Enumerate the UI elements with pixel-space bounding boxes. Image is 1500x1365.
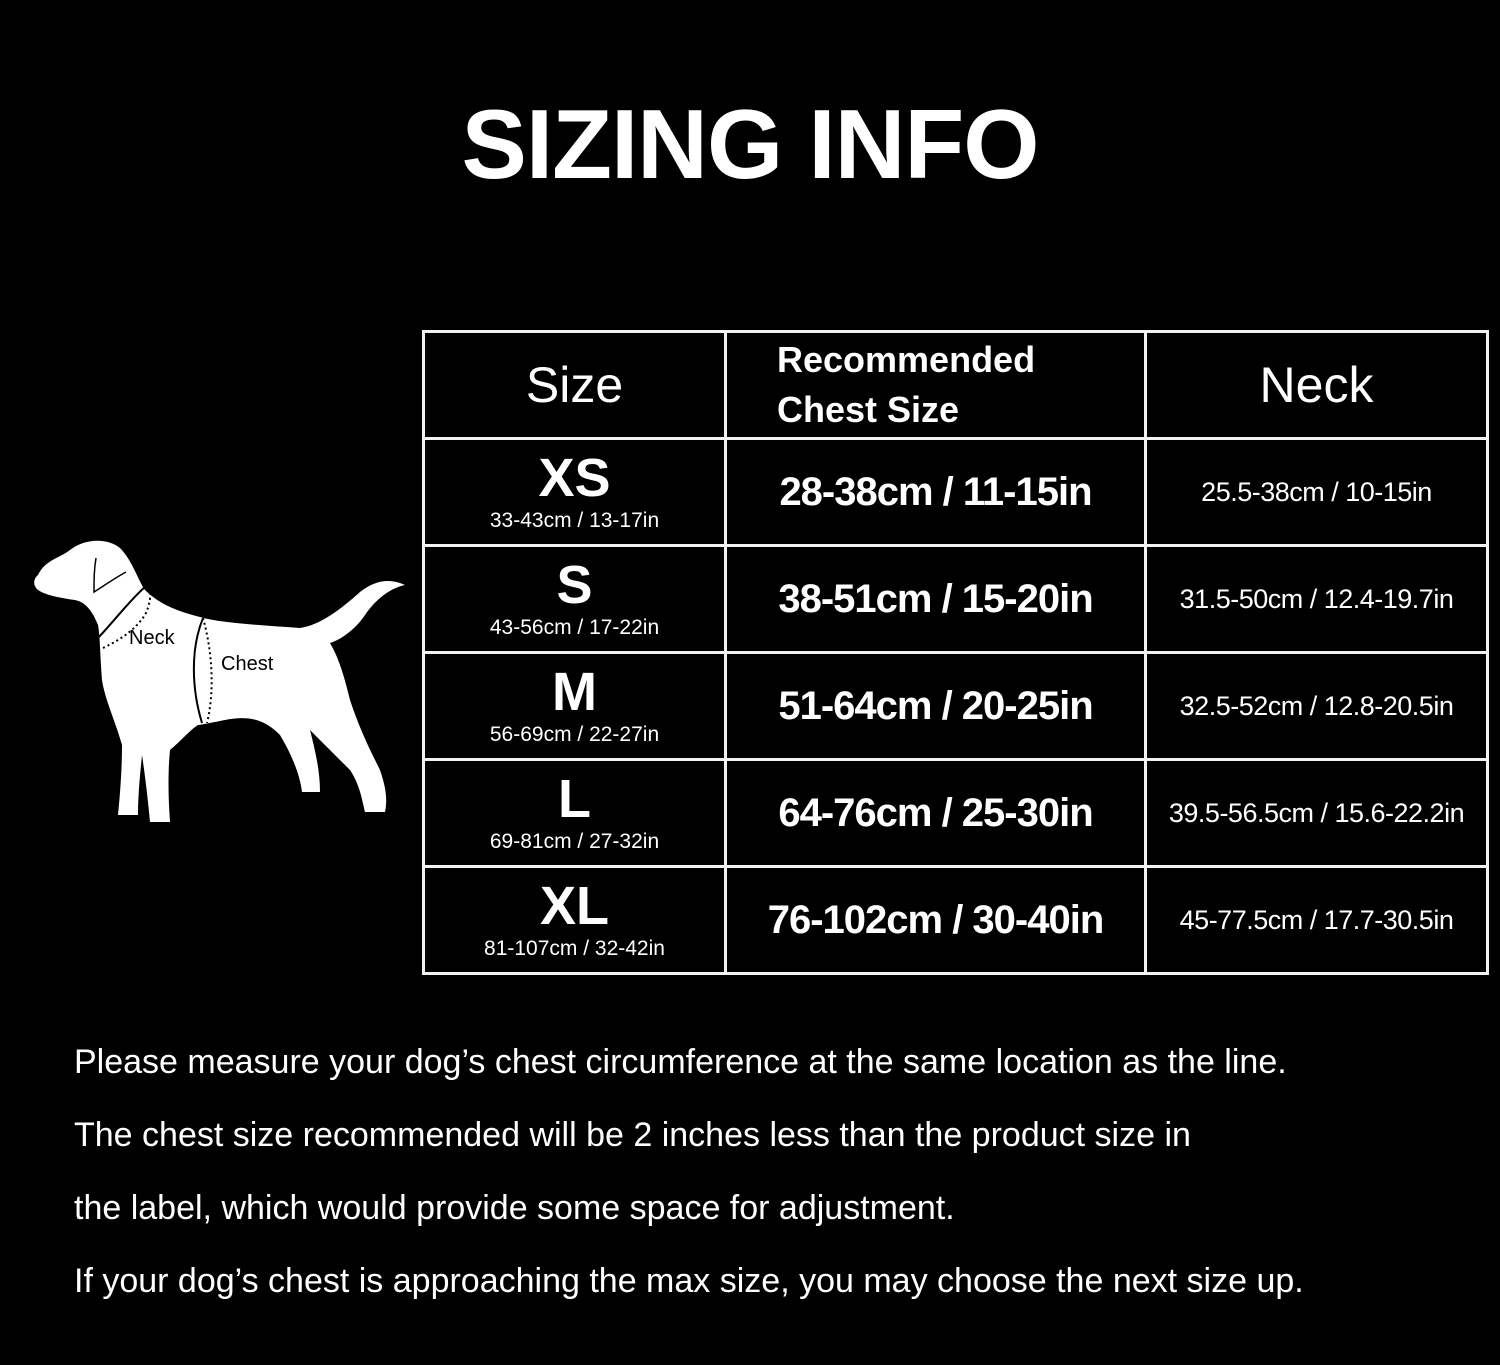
note-line: The chest size recommended will be 2 inc… [74,1116,1191,1154]
chest-size: 38-51cm / 15-20in [724,544,1147,654]
neck-size: 32.5-52cm / 12.8-20.5in [1144,651,1489,761]
neck-label: Neck [129,627,176,649]
product-size: 43-56cm / 17-22in [489,616,660,639]
size-label: L [558,769,591,829]
note-line: the label, which would provide some spac… [74,1189,955,1227]
page-title: SIZING INFO [461,89,1040,199]
chest-size: 64-76cm / 25-30in [724,758,1147,868]
sizing-notes: Please measure your dog’s chest circumfe… [74,1040,1304,1332]
dog-measurement-diagram: Neck Chest [34,540,405,822]
neck-size: 31.5-50cm / 12.4-19.7in [1144,544,1489,654]
table-row: S 43-56cm / 17-22in 38-51cm / 15-20in 31.… [422,544,1489,654]
chest-size: 28-38cm / 11-15in [724,437,1147,547]
neck-line-icon [97,586,146,639]
table-header-row: Size Recommended Chest Size Neck [422,330,1489,440]
product-size: 69-81cm / 27-32in [489,830,660,853]
table-row: M 56-69cm / 22-27in 51-64cm / 20-25in 32.… [422,651,1489,761]
neck-dotted-line-icon [102,587,152,649]
chest-size: 76-102cm / 30-40in [724,865,1147,975]
size-label: XL [539,876,609,936]
chest-label: Chest [221,653,274,675]
chest-size: 51-64cm / 20-25in [724,651,1147,761]
product-size: 33-43cm / 13-17in [489,509,660,532]
product-size: 56-69cm / 22-27in [489,723,660,746]
header-size: Size [422,330,727,440]
header-chest-line2: Chest Size [777,389,960,430]
table-row: L 69-81cm / 27-32in 64-76cm / 25-30in 39.… [422,758,1489,868]
header-neck: Neck [1144,330,1489,440]
header-chest-line1: Recommended [777,339,1036,380]
note-line: If your dog’s chest is approaching the m… [74,1262,1304,1300]
table-row: XS 33-43cm / 13-17in 28-38cm / 11-15in 25… [422,437,1489,547]
header-chest: Recommended Chest Size [724,330,1147,440]
chest-line-icon [192,617,204,724]
sizing-table: Size Recommended Chest Size Neck XS 33-43… [422,330,1489,975]
table-row: XL 81-107cm / 32-42in 76-102cm / 30-40in … [422,865,1489,975]
note-line: Please measure your dog’s chest circumfe… [74,1043,1287,1081]
neck-size: 39.5-56.5cm / 15.6-22.2in [1144,758,1489,868]
neck-size: 45-77.5cm / 17.7-30.5in [1144,865,1489,975]
size-label: M [552,662,597,722]
size-label: S [556,555,593,615]
neck-size: 25.5-38cm / 10-15in [1144,437,1489,547]
size-label: XS [538,448,611,508]
dog-silhouette [34,540,405,822]
product-size: 81-107cm / 32-42in [484,937,665,960]
ear-icon [93,557,127,594]
chest-dotted-line-icon [202,617,213,724]
